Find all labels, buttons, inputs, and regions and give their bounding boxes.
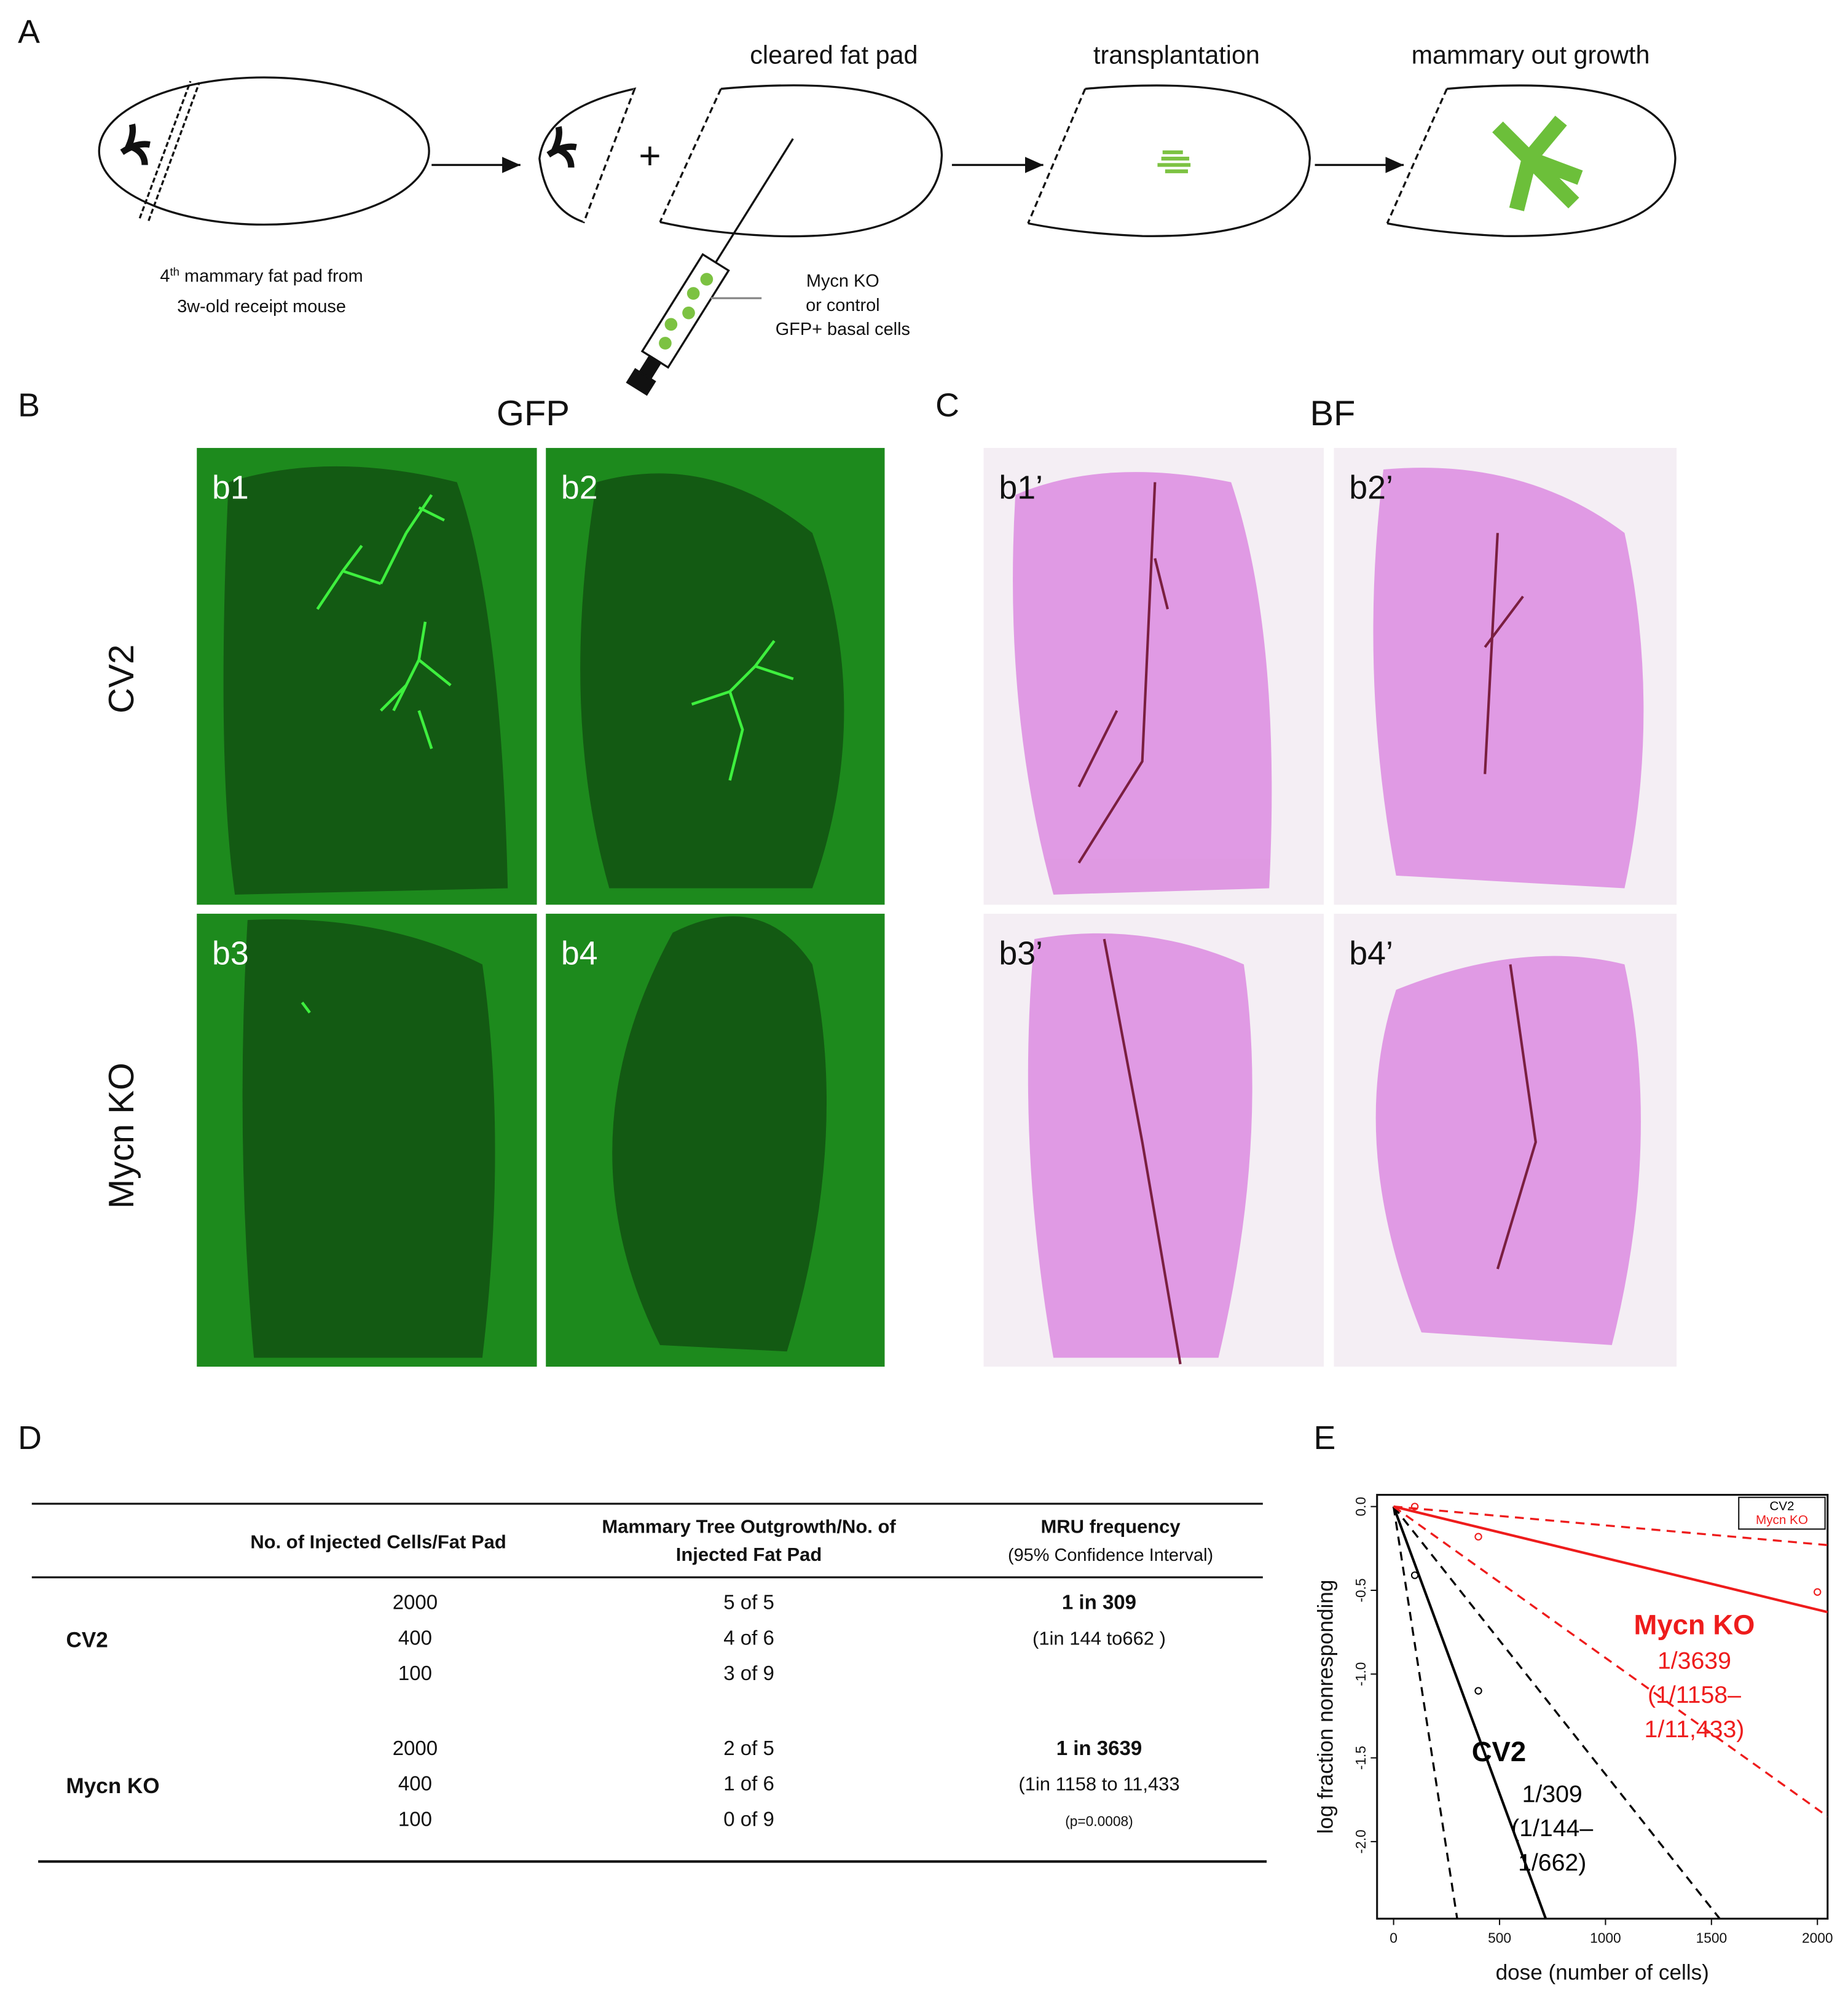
table-header: (95% Confidence Interval) [1008, 1545, 1213, 1565]
table-header: Injected Fat Pad [676, 1544, 822, 1565]
table-header: MRU frequency [1040, 1516, 1181, 1537]
panel-title: BF [1310, 394, 1355, 433]
image-label: b4 [561, 935, 598, 972]
y-tick-label: -1.0 [1353, 1662, 1369, 1686]
row-label: Mycn KO [102, 1062, 141, 1209]
legend-box [1738, 1496, 1826, 1530]
x-tick-label: 2000 [1802, 1930, 1833, 1946]
x-tick-label: 0 [1390, 1930, 1398, 1946]
cells-note: GFP+ basal cells [776, 320, 910, 339]
schematic [98, 76, 1677, 396]
image-label: b1 [212, 469, 249, 506]
x-tick-label: 500 [1488, 1930, 1511, 1946]
annotation: 1/309 [1522, 1780, 1583, 1807]
donor-note-part: mammary fat pad from [179, 266, 363, 286]
micrographs [193, 444, 1681, 1371]
image-label: b3’ [999, 935, 1043, 972]
ci-line [1392, 1506, 1458, 1919]
donor-note-part: th [170, 265, 179, 278]
outgrowth-cell: 2 of 5 [723, 1737, 774, 1760]
donor-note: 4th mammary fat pad from [160, 265, 363, 286]
plot-frame [1376, 1494, 1829, 1920]
image-label: b2’ [1349, 469, 1393, 506]
x-tick-label: 1000 [1590, 1930, 1621, 1946]
data-point [1410, 1571, 1419, 1579]
plus: + [639, 135, 661, 178]
frequency-cell: 1 in 309 [1062, 1591, 1136, 1614]
group-name: CV2 [66, 1628, 108, 1652]
annotation: 1/662) [1518, 1849, 1586, 1876]
dose-cell: 2000 [393, 1591, 438, 1614]
y-tick-label: -2.0 [1353, 1829, 1369, 1853]
table-rules [31, 1502, 1267, 1863]
y-tick-label: 0.0 [1353, 1497, 1369, 1517]
cells-note: Mycn KO [806, 272, 879, 291]
row-label: CV2 [102, 645, 141, 713]
dose-cell: 400 [398, 1627, 432, 1649]
data-point [1814, 1588, 1822, 1596]
outgrowth-cell: 1 of 6 [723, 1773, 774, 1796]
fit-line [1392, 1506, 1547, 1919]
annotation: CV2 [1472, 1736, 1526, 1767]
legend-entry: Mycn KO [1756, 1513, 1808, 1527]
step-title: transplantation [1093, 41, 1260, 69]
panel-label: E [1313, 1420, 1335, 1456]
panel-label: A [18, 14, 40, 50]
annotation: (1/1158– [1648, 1681, 1741, 1708]
annotation: Mycn KO [1634, 1609, 1755, 1641]
image-label: b2 [561, 469, 598, 506]
panel-label: D [18, 1420, 42, 1456]
dose-cell: 2000 [393, 1737, 438, 1760]
ci-line [1393, 1506, 1828, 1818]
outgrowth-cell: 5 of 5 [723, 1591, 774, 1614]
data-point [1474, 1533, 1482, 1541]
p-value: (p=0.0008) [1065, 1813, 1133, 1829]
panel-label: B [18, 387, 40, 423]
group-name: Mycn KO [66, 1774, 160, 1798]
outgrowth-cell: 0 of 9 [723, 1808, 774, 1831]
image-label: b3 [212, 935, 249, 972]
panel-title: GFP [497, 394, 570, 433]
fit-line [1393, 1505, 1828, 1614]
dose-cell: 100 [398, 1808, 432, 1831]
table-header: No. of Injected Cells/Fat Pad [250, 1531, 506, 1552]
image-label: b1’ [999, 469, 1043, 506]
interval-cell: (1in 1158 to 11,433 [1018, 1773, 1179, 1795]
annotation: (1/144– [1511, 1815, 1593, 1842]
interval-cell: (1in 144 to662 ) [1032, 1627, 1166, 1649]
outgrowth-cell: 3 of 9 [723, 1662, 774, 1685]
plot-area [1392, 1502, 1828, 1919]
annotation: 1/11,433) [1645, 1716, 1745, 1743]
data-point [1474, 1687, 1482, 1695]
y-tick-label: -1.5 [1353, 1746, 1369, 1770]
x-tick-label: 1500 [1696, 1930, 1728, 1946]
frequency-cell: 1 in 3639 [1056, 1737, 1142, 1760]
outgrowth-cell: 4 of 6 [723, 1627, 774, 1649]
cells-note: or control [806, 296, 880, 315]
y-tick-label: -0.5 [1353, 1578, 1369, 1602]
x-axis-label: dose (number of cells) [1496, 1960, 1709, 1984]
donor-note-part: 4 [160, 266, 170, 286]
annotation: 1/3639 [1657, 1647, 1731, 1674]
step-title: mammary out growth [1412, 41, 1650, 69]
dose-cell: 100 [398, 1662, 432, 1685]
y-axis-label: log fraction nonresponding [1313, 1580, 1337, 1834]
ci-line [1393, 1506, 1721, 1919]
table-header: Mammary Tree Outgrowth/No. of [602, 1516, 896, 1537]
image-label: b4’ [1349, 935, 1393, 972]
panel-label: C [935, 387, 959, 423]
dose-cell: 400 [398, 1773, 432, 1796]
donor-note: 3w-old receipt mouse [177, 297, 346, 316]
data-point [1410, 1502, 1419, 1510]
legend-entry: CV2 [1769, 1499, 1794, 1513]
ci-line [1393, 1506, 1828, 1547]
step-title: cleared fat pad [750, 41, 918, 69]
